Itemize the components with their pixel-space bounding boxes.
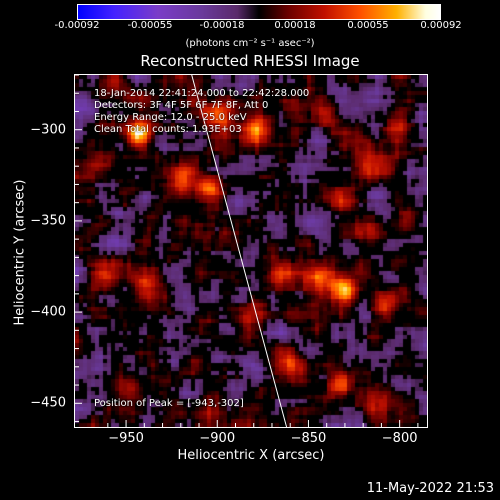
y-tick-label: −350 <box>30 213 66 229</box>
info-energy: Energy Range: 12.0 - 25.0 keV <box>94 112 247 123</box>
info-clean: Clean Total counts: 1.93E+03 <box>94 124 242 135</box>
info-detectors: Detectors: 3F 4F 5F 6F 7F 8F, Att 0 <box>94 100 269 111</box>
chart-title: Reconstructed RHESSI Image <box>140 52 360 70</box>
y-tick-label: −400 <box>30 304 66 320</box>
x-tick-label: −950 <box>108 431 144 446</box>
colorbar-tick-5: 0.00092 <box>420 20 462 31</box>
heatmap-plot[interactable] <box>74 74 428 428</box>
peak-position-label: Position of Peak = [-943,-302] <box>94 398 244 409</box>
x-axis-label: Heliocentric X (arcsec) <box>177 448 325 463</box>
colorbar-tick-1: -0.00055 <box>127 20 173 31</box>
y-axis-label: Heliocentric Y (arcsec) <box>12 179 28 326</box>
y-tick-label: −450 <box>30 395 66 411</box>
colorbar-units: (photons cm⁻² s⁻¹ asec⁻²) <box>185 38 315 49</box>
colorbar <box>77 4 441 20</box>
info-time: 18-Jan-2014 22:41:24.000 to 22:42:28.000 <box>94 88 310 99</box>
plot-overlay <box>75 75 419 427</box>
colorbar-tick-2: -0.00018 <box>199 20 245 31</box>
colorbar-tick-0: -0.00092 <box>54 20 100 31</box>
heatmap-image <box>75 75 427 427</box>
x-tick-label: −900 <box>199 431 236 446</box>
limb-line <box>191 75 288 427</box>
footer-date: 11-May-2022 21:53 <box>366 481 494 496</box>
colorbar-tick-3: 0.00018 <box>274 20 316 31</box>
y-tick-label: −300 <box>30 122 66 138</box>
colorbar-tick-4: 0.00055 <box>347 20 389 31</box>
x-tick-label: −800 <box>381 431 418 446</box>
x-tick-label: −850 <box>290 431 327 446</box>
